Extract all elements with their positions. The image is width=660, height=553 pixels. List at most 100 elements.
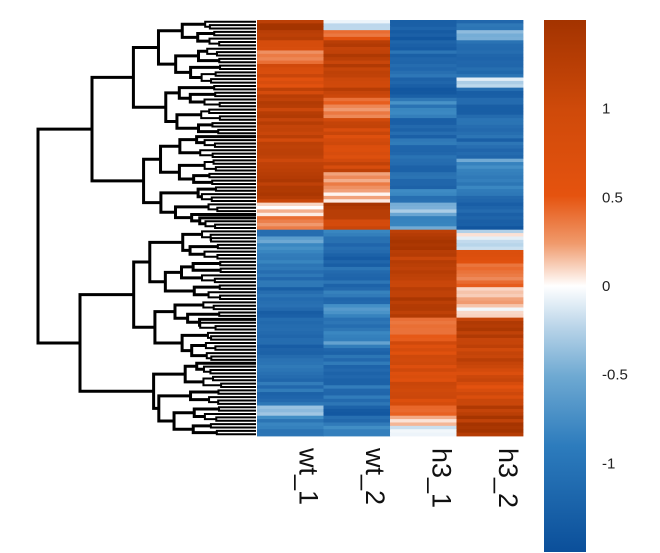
- dendrogram-branch: [157, 394, 191, 423]
- dendrogram-branch: [177, 163, 205, 181]
- heatmap-cell: [323, 134, 391, 139]
- dendrogram-branch: [197, 123, 219, 134]
- dendrogram-branch: [208, 396, 256, 404]
- dendrogram-branch: [201, 230, 256, 239]
- heatmap-cell: [323, 371, 391, 376]
- heatmap-cell: [390, 388, 457, 393]
- heatmap-cell: [456, 222, 524, 227]
- heatmap-cell: [456, 233, 524, 237]
- heatmap-cell: [456, 368, 524, 373]
- heatmap-cell: [323, 138, 391, 143]
- heatmap-cell: [323, 87, 391, 92]
- heatmap-cell: [323, 239, 391, 244]
- dendrogram-branch: [132, 260, 155, 329]
- heatmap-cell: [323, 324, 391, 329]
- heatmap-cell: [390, 43, 457, 48]
- heatmap-cell: [390, 189, 457, 193]
- dendrogram-branch: [173, 303, 204, 320]
- heatmap-cell: [390, 87, 457, 92]
- heatmap-cell: [323, 425, 391, 430]
- heatmap-cell: [456, 43, 524, 48]
- heatmap-cell: [456, 104, 524, 109]
- heatmap-cell: [323, 67, 391, 72]
- heatmap-cell: [390, 53, 457, 58]
- heatmap-cell: [323, 392, 391, 396]
- heatmap-cell: [323, 128, 391, 133]
- heatmap-cell: [323, 300, 391, 305]
- heatmap-cell: [390, 277, 457, 281]
- heatmap-cell: [323, 381, 391, 386]
- dendrogram-branch: [210, 237, 256, 243]
- heatmap-cell: [456, 405, 524, 410]
- heatmap-cell: [257, 134, 324, 139]
- heatmap-cell: [456, 91, 524, 95]
- heatmap-cell: [323, 249, 391, 254]
- heatmap-cell: [390, 364, 457, 369]
- dendrogram-branch: [216, 254, 256, 260]
- heatmap-cell: [390, 239, 457, 244]
- heatmap-cell: [456, 415, 524, 420]
- heatmap-cell: [456, 141, 524, 146]
- heatmap-cell: [257, 192, 324, 197]
- colorbar-gradient: [544, 20, 586, 552]
- heatmap-cell: [257, 425, 324, 430]
- heatmap-cell: [257, 239, 324, 244]
- heatmap-cell: [323, 398, 391, 403]
- heatmap-cell: [323, 141, 391, 146]
- heatmap-cell: [323, 310, 391, 315]
- dendrogram-branch: [192, 285, 220, 297]
- heatmap-cell: [257, 57, 324, 61]
- heatmap-cell: [456, 212, 524, 217]
- heatmap-cell: [390, 321, 457, 325]
- heatmap-cell: [323, 361, 391, 366]
- colorbar-tick-label: 1: [602, 101, 610, 118]
- heatmap-cell: [323, 236, 391, 241]
- heatmap-cell: [257, 206, 324, 210]
- heatmap-cell: [257, 419, 324, 423]
- heatmap-cell: [456, 385, 524, 390]
- heatmap-cell: [456, 375, 524, 379]
- heatmap-cell: [257, 216, 324, 220]
- heatmap-cell: [390, 229, 457, 234]
- heatmap-cell: [323, 43, 391, 48]
- heatmap-cell: [390, 97, 457, 102]
- heatmap-cell: [257, 178, 324, 183]
- dendrogram-branch: [208, 24, 256, 30]
- heatmap-cell: [390, 371, 457, 376]
- heatmap-cell: [456, 314, 524, 319]
- heatmap-cell: [257, 337, 324, 342]
- heatmap-cell: [257, 249, 324, 254]
- dendrogram-branch: [207, 203, 256, 211]
- heatmap-cell: [456, 182, 524, 187]
- column-label: h3_2: [493, 448, 523, 508]
- heatmap-cell: [257, 395, 324, 400]
- heatmap-cell: [323, 33, 391, 38]
- heatmap-cell: [257, 378, 324, 383]
- heatmap-cell: [456, 324, 524, 329]
- heatmap-cell: [456, 189, 524, 193]
- heatmap-cell: [323, 77, 391, 82]
- heatmap-cell: [257, 266, 324, 271]
- dendrogram-branch: [188, 92, 216, 104]
- heatmap-cell: [257, 408, 324, 413]
- heatmap-cell: [257, 290, 324, 295]
- heatmap-cell: [323, 47, 391, 51]
- heatmap-cell: [323, 280, 391, 285]
- heatmap-cell: [257, 94, 324, 99]
- heatmap-cell: [323, 195, 391, 200]
- heatmap-cell: [257, 168, 324, 173]
- heatmap-cell: [323, 270, 391, 275]
- heatmap-cell: [323, 358, 391, 362]
- heatmap-cell: [323, 30, 391, 34]
- heatmap-cell: [390, 158, 457, 163]
- heatmap-cell: [456, 20, 524, 24]
- heatmap-cell: [456, 202, 524, 207]
- heatmap-cell: [390, 317, 457, 322]
- heatmap-cell: [323, 222, 391, 227]
- dendrogram-branch: [199, 149, 256, 157]
- heatmap-cell: [456, 364, 524, 369]
- heatmap-cell: [456, 185, 524, 190]
- dendrogram-branch: [212, 304, 256, 311]
- heatmap-cell: [390, 300, 457, 305]
- row-dendrogram: [36, 20, 256, 436]
